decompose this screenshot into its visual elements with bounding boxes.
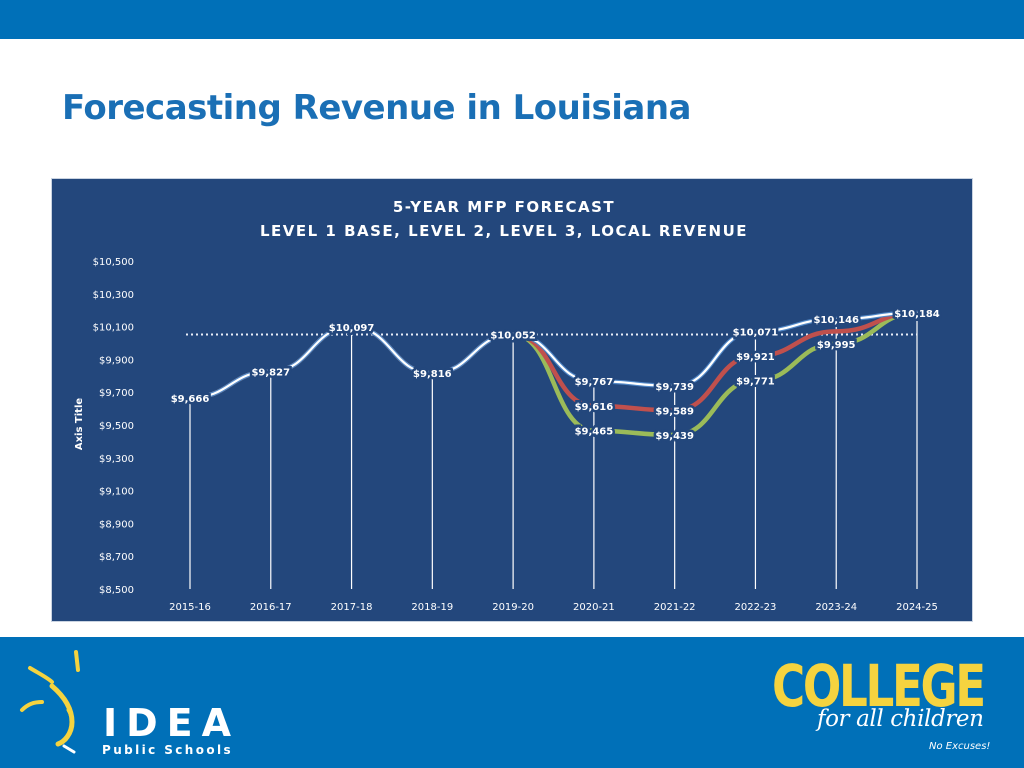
y-tick-label: $8,500 [99, 585, 134, 596]
campaign-tagline: for all children [817, 706, 984, 732]
y-tick-label: $9,500 [99, 421, 134, 432]
x-tick-label: 2016-17 [250, 602, 292, 613]
y-tick-label: $10,100 [93, 323, 134, 334]
x-tick-label: 2022-23 [735, 602, 777, 613]
data-label: $10,146 [813, 315, 859, 326]
data-label: $9,666 [171, 394, 210, 405]
x-tick-label: 2023-24 [815, 602, 857, 613]
chart-title: 5-YEAR MFP FORECAST [393, 198, 615, 216]
y-axis: $10,500 $10,300 $10,100 $9,900 $9,700 $9,500 $… [93, 257, 134, 596]
series-lines [187, 310, 920, 438]
x-tick-label: 2018-19 [411, 602, 453, 613]
y-tick-label: $9,300 [99, 454, 134, 465]
chart-subtitle: LEVEL 1 BASE, LEVEL 2, LEVEL 3, LOCAL RE… [260, 222, 748, 240]
idea-sun-logo-icon [20, 650, 80, 754]
chart-panel: 5-YEAR MFP FORECAST LEVEL 1 BASE, LEVEL … [51, 178, 973, 622]
forecast-line-chart: 5-YEAR MFP FORECAST LEVEL 1 BASE, LEVEL … [74, 198, 942, 613]
data-label: $10,071 [733, 327, 779, 338]
data-label: $9,439 [655, 431, 694, 442]
y-tick-label: $9,700 [99, 388, 134, 399]
data-label: $10,184 [894, 309, 940, 320]
x-tick-label: 2019-20 [492, 602, 534, 613]
y-tick-label: $8,700 [99, 552, 134, 563]
data-label: $10,097 [329, 323, 375, 334]
data-label: $9,767 [575, 377, 614, 388]
x-tick-label: 2024-25 [896, 602, 938, 613]
page-title: Forecasting Revenue in Louisiana [62, 88, 692, 128]
data-label: $9,616 [575, 402, 614, 413]
x-tick-label: 2020-21 [573, 602, 615, 613]
x-tick-label: 2017-18 [331, 602, 373, 613]
data-label: $9,739 [655, 382, 694, 393]
y-tick-label: $9,100 [99, 487, 134, 498]
x-tick-label: 2015-16 [169, 602, 211, 613]
data-label: $9,771 [736, 377, 775, 388]
data-label: $9,589 [655, 406, 694, 417]
data-label: $9,465 [575, 427, 614, 438]
x-axis: 2015-16 2016-17 2017-18 2018-19 2019-20 2020-… [169, 602, 938, 613]
category-drop-lines [189, 312, 918, 589]
y-tick-label: $10,300 [93, 290, 134, 301]
data-labels: $9,666 $9,827 $10,097 $9,816 $10,052 $9,767 $9… [168, 306, 942, 444]
campaign-word: COLLEGE [772, 652, 986, 720]
data-label: $9,995 [817, 340, 856, 351]
org-subtitle: Public Schools [102, 743, 234, 757]
header-bar [0, 0, 1024, 39]
data-label: $9,827 [251, 367, 290, 378]
footer-bar [0, 637, 1024, 768]
y-axis-title: Axis Title [74, 398, 85, 451]
org-name: IDEA [103, 701, 241, 745]
x-tick-label: 2021-22 [654, 602, 696, 613]
campaign-motto: No Excuses! [929, 741, 991, 752]
y-tick-label: $10,500 [93, 257, 134, 268]
y-tick-label: $9,900 [99, 355, 134, 366]
data-label: $9,816 [413, 369, 452, 380]
series-line [188, 311, 919, 399]
data-label: $10,052 [490, 330, 536, 341]
y-tick-label: $8,900 [99, 519, 134, 530]
data-label: $9,921 [736, 352, 775, 363]
